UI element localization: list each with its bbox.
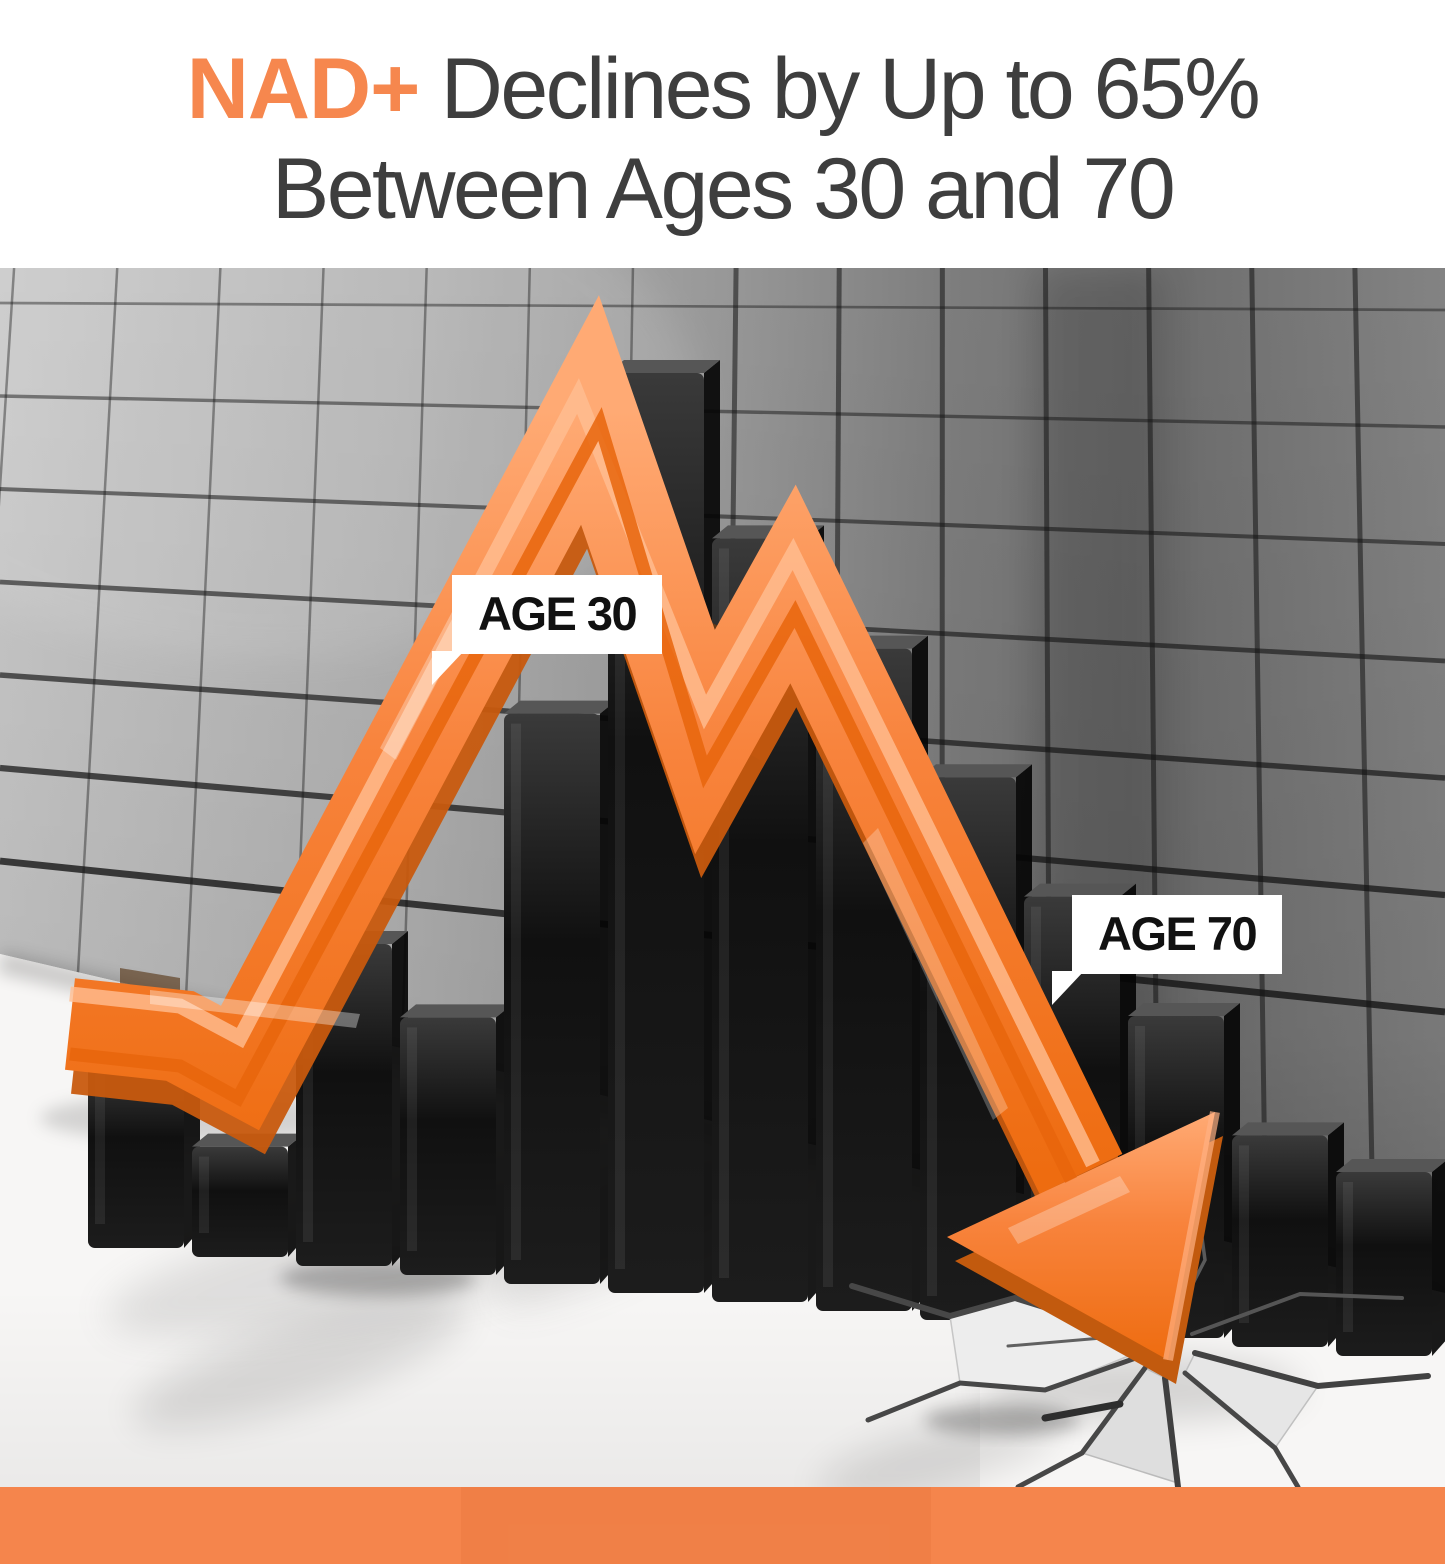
- bar: [400, 1004, 512, 1275]
- scene-3d: AGE 30 AGE 70: [0, 268, 1445, 1487]
- bar: [1336, 1159, 1445, 1356]
- tile-grout-column: [184, 268, 222, 998]
- title-line-2: Between Ages 30 and 70: [271, 140, 1176, 237]
- title-highlight: NAD+: [186, 41, 421, 137]
- bar: [504, 700, 616, 1284]
- tile-grout-column: [1249, 268, 1269, 1252]
- title-line-1-rest: Declines by Up to 65%: [419, 41, 1261, 137]
- tile-grout-row: [0, 394, 1445, 429]
- page-title: NAD+ Declines by Up to 65% Between Ages …: [186, 40, 1261, 240]
- tile-grout-row: [0, 486, 1445, 547]
- tile-grout-column: [1352, 268, 1377, 1277]
- scene-render: [0, 268, 1445, 1487]
- decline-arrow: [65, 295, 1223, 1384]
- footer-watermark: [461, 1487, 931, 1564]
- tile-grout-column: [76, 268, 119, 973]
- footer-bar: [0, 1487, 1445, 1564]
- age-70-callout: AGE 70: [1051, 895, 1283, 1005]
- title-block: NAD+ Declines by Up to 65% Between Ages …: [0, 0, 1445, 268]
- age-70-label: AGE 70: [1098, 907, 1258, 960]
- tile-grout-row: [0, 301, 1445, 312]
- bar: [192, 1133, 304, 1257]
- title-line-1: NAD+ Declines by Up to 65%: [186, 40, 1261, 140]
- floor-cracks: [849, 1206, 1431, 1487]
- tile-grout-column: [0, 268, 16, 507]
- age-30-label: AGE 30: [478, 587, 638, 640]
- age-30-callout: AGE 30: [431, 575, 663, 685]
